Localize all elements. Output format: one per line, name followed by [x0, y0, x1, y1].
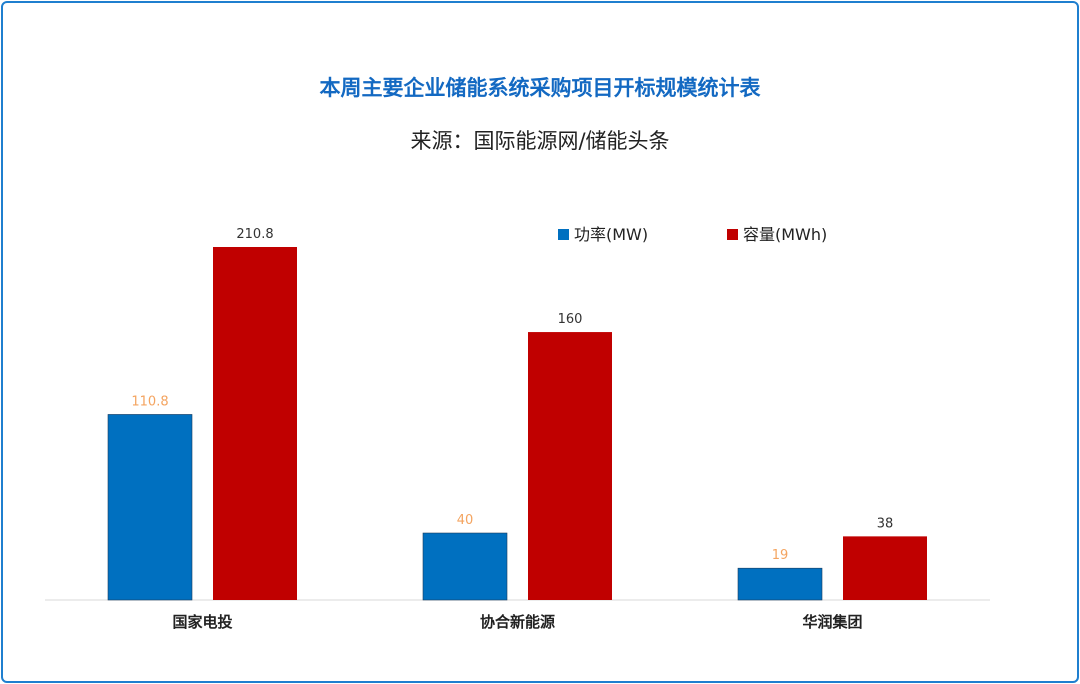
chart-title: 本周主要企业储能系统采购项目开标规模统计表	[319, 76, 761, 100]
bars-group: 110.8 210.8 国家电投 40 160 协合新能源 19 38 华润集团	[107, 227, 927, 631]
category-label-2: 华润集团	[802, 613, 862, 631]
data-label-power-2: 19	[772, 548, 789, 563]
bar-power-0	[107, 414, 193, 601]
bar-capacity-0	[213, 247, 297, 600]
legend-label-1: 容量(MWh)	[743, 225, 827, 244]
legend: 功率(MW) 容量(MWh)	[558, 225, 827, 244]
data-label-capacity-0: 210.8	[236, 227, 273, 242]
legend-label-0: 功率(MW)	[574, 225, 648, 244]
bar-capacity-2	[843, 536, 927, 600]
data-label-power-1: 40	[457, 513, 474, 528]
category-label-1: 协合新能源	[480, 613, 555, 631]
category-label-0: 国家电投	[172, 613, 232, 631]
chart-subtitle: 来源：国际能源网/储能头条	[410, 129, 670, 153]
legend-swatch-1	[727, 229, 738, 240]
data-label-capacity-1: 160	[558, 312, 583, 327]
bar-power-2	[737, 567, 823, 601]
bar-power-1	[422, 532, 508, 601]
bar-capacity-1	[528, 332, 612, 600]
data-label-power-0: 110.8	[131, 394, 168, 409]
legend-swatch-0	[558, 229, 569, 240]
data-label-capacity-2: 38	[877, 516, 894, 531]
